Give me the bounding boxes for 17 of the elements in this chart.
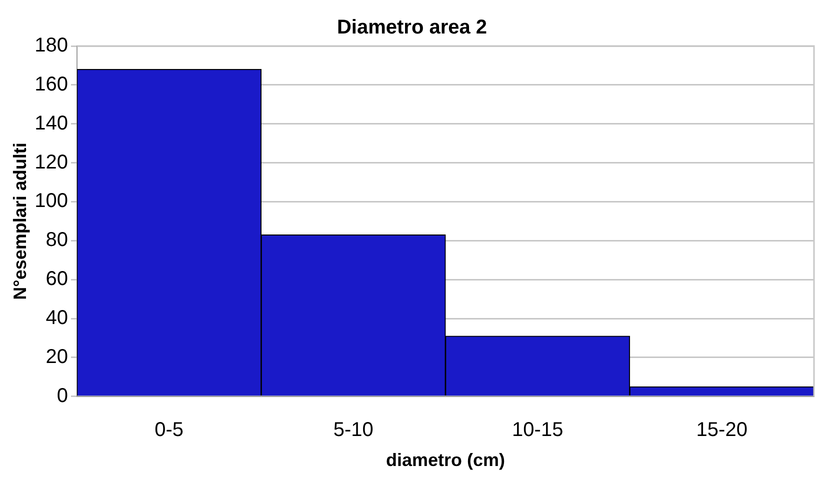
y-tick-label: 160	[34, 73, 68, 96]
chart-title: Diametro area 2	[336, 16, 488, 39]
y-axis-title: N°esemplari adulti	[10, 142, 30, 300]
y-tick-label: 0	[56, 384, 68, 407]
y-tick-label: 40	[46, 307, 68, 330]
y-tick-label: 120	[34, 151, 68, 174]
y-tick-label: 140	[34, 112, 68, 134]
y-tick-label: 60	[46, 268, 68, 290]
x-axis-title: diametro (cm)	[386, 450, 505, 470]
y-tick-label: 100	[34, 190, 68, 212]
x-tick-label: 0-5	[154, 418, 184, 441]
x-tick-label: 15-20	[696, 418, 748, 441]
y-tick-label: 20	[46, 346, 68, 368]
x-tick-label: 10-15	[512, 418, 564, 441]
y-tick-label: 80	[46, 229, 68, 252]
x-tick-label: 5-10	[333, 418, 374, 441]
y-tick-label: 180	[34, 34, 68, 57]
